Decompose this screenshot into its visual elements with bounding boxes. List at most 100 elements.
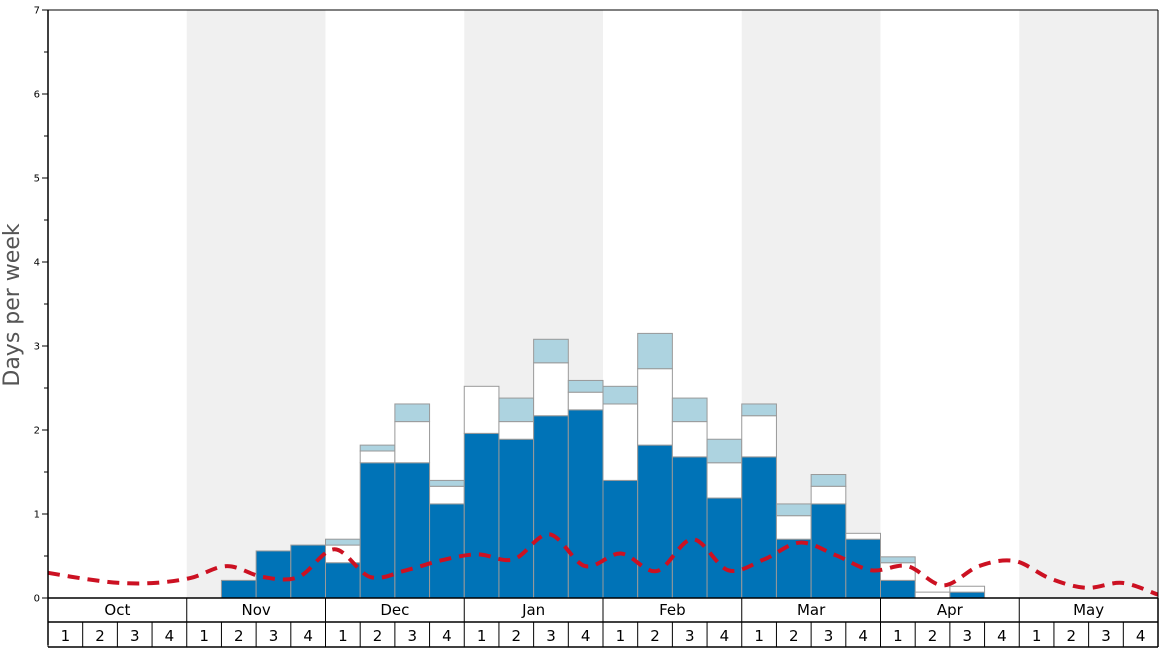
bar-mid-20: [741, 415, 777, 458]
bar-mid-12: [463, 385, 500, 434]
bar-mid-9: [359, 450, 396, 464]
bar-top-15: [567, 379, 604, 393]
y-tick-label: 4: [34, 258, 40, 269]
week-label: 4: [581, 627, 591, 645]
y-tick-label: 5: [34, 174, 40, 185]
bar-top-16: [602, 385, 639, 405]
average-line-layer: [47, 532, 1159, 597]
week-label: 3: [269, 627, 279, 645]
week-label: 2: [373, 627, 383, 645]
bar-mid-17: [637, 368, 673, 446]
week-label: 3: [130, 627, 140, 645]
bar-base-12: [463, 432, 500, 599]
week-label: 2: [234, 627, 244, 645]
month-label-mar: Mar: [797, 601, 826, 619]
week-label: 4: [858, 627, 868, 645]
month-label-apr: Apr: [937, 601, 964, 619]
bar-base-9: [359, 462, 396, 599]
bar-mid-25: [914, 591, 951, 599]
week-label: 1: [61, 627, 71, 645]
week-label: 2: [650, 627, 660, 645]
week-label: 3: [685, 627, 695, 645]
bar-mid-13: [498, 421, 535, 440]
y-tick-label: 3: [34, 342, 40, 353]
week-label: 3: [407, 627, 417, 645]
bar-top-21: [775, 503, 812, 517]
bar-base-16: [602, 479, 639, 599]
bar-top-17: [637, 332, 673, 370]
week-label: 4: [165, 627, 175, 645]
week-label: 1: [893, 627, 903, 645]
week-label: 4: [442, 627, 452, 645]
week-label: 4: [997, 627, 1007, 645]
bar-mid-26: [949, 585, 986, 593]
bar-top-11: [429, 479, 465, 487]
week-label: 2: [95, 627, 105, 645]
bar-base-10: [394, 462, 431, 599]
bar-mid-15: [567, 391, 604, 411]
bar-mid-10: [394, 421, 431, 464]
bar-mid-23: [845, 532, 881, 540]
y-tick-label: 1: [34, 510, 40, 521]
month-label-nov: Nov: [241, 601, 270, 619]
axes-layer: 0 1 2 3 4 5 6 7: [34, 6, 1159, 645]
bar-base-22: [810, 503, 847, 599]
week-label: 2: [1067, 627, 1077, 645]
bar-base-26: [949, 591, 986, 599]
y-tick-label: 2: [34, 426, 40, 437]
bar-top-10: [394, 403, 431, 423]
bar-top-24: [880, 556, 916, 564]
month-label-may: May: [1073, 601, 1104, 619]
bar-top-8: [325, 538, 361, 546]
bar-mid-14: [533, 362, 569, 417]
month-bands: [186, 10, 1158, 598]
bar-top-20: [741, 403, 777, 417]
week-label: 1: [338, 627, 348, 645]
bar-mid-18: [671, 421, 708, 458]
bar-mid-22: [810, 485, 847, 505]
week-label: 1: [616, 627, 626, 645]
bar-base-14: [533, 415, 569, 599]
bar-base-8: [325, 562, 361, 599]
bar-top-13: [498, 397, 535, 423]
bar-base-17: [637, 444, 673, 599]
month-label-dec: Dec: [380, 601, 409, 619]
week-label: 1: [199, 627, 209, 645]
bar-top-19: [706, 438, 743, 464]
week-label: 4: [1136, 627, 1146, 645]
bar-base-11: [429, 503, 465, 599]
bar-top-18: [671, 397, 708, 423]
week-label: 4: [303, 627, 313, 645]
x-axis-table: Oct Nov Dec Jan Feb Mar Apr May 1 2 3 4 1 2 3 4 1 2 3 4 1 2 3 4…: [47, 597, 1159, 648]
week-label: 4: [720, 627, 730, 645]
bar-base-5: [220, 579, 257, 599]
bar-base-13: [498, 438, 535, 599]
week-label: 3: [1101, 627, 1111, 645]
bar-base-18: [671, 456, 708, 599]
week-label: 2: [928, 627, 938, 645]
y-axis-label: Days per week: [0, 223, 25, 386]
week-label: 2: [789, 627, 799, 645]
month-label-feb: Feb: [659, 601, 686, 619]
bar-base-24: [880, 579, 916, 599]
bar-mid-19: [706, 462, 743, 499]
bars-layer: [220, 332, 986, 599]
week-label: 3: [546, 627, 556, 645]
week-label: 2: [512, 627, 522, 645]
bar-mid-11: [429, 485, 465, 505]
bar-mid-21: [775, 515, 812, 540]
average-line: [47, 532, 1159, 597]
band-nov: [186, 10, 326, 598]
y-tick-label: 0: [34, 594, 40, 605]
bar-mid-16: [602, 403, 639, 481]
week-label: 3: [962, 627, 972, 645]
y-tick-label: 7: [34, 6, 40, 17]
bar-base-6: [255, 550, 292, 599]
y-tick-label: 6: [34, 90, 40, 101]
bar-base-19: [706, 497, 743, 599]
month-label-jan: Jan: [521, 601, 545, 619]
week-label: 1: [1032, 627, 1042, 645]
bar-top-9: [359, 444, 396, 452]
band-may: [1019, 10, 1158, 598]
